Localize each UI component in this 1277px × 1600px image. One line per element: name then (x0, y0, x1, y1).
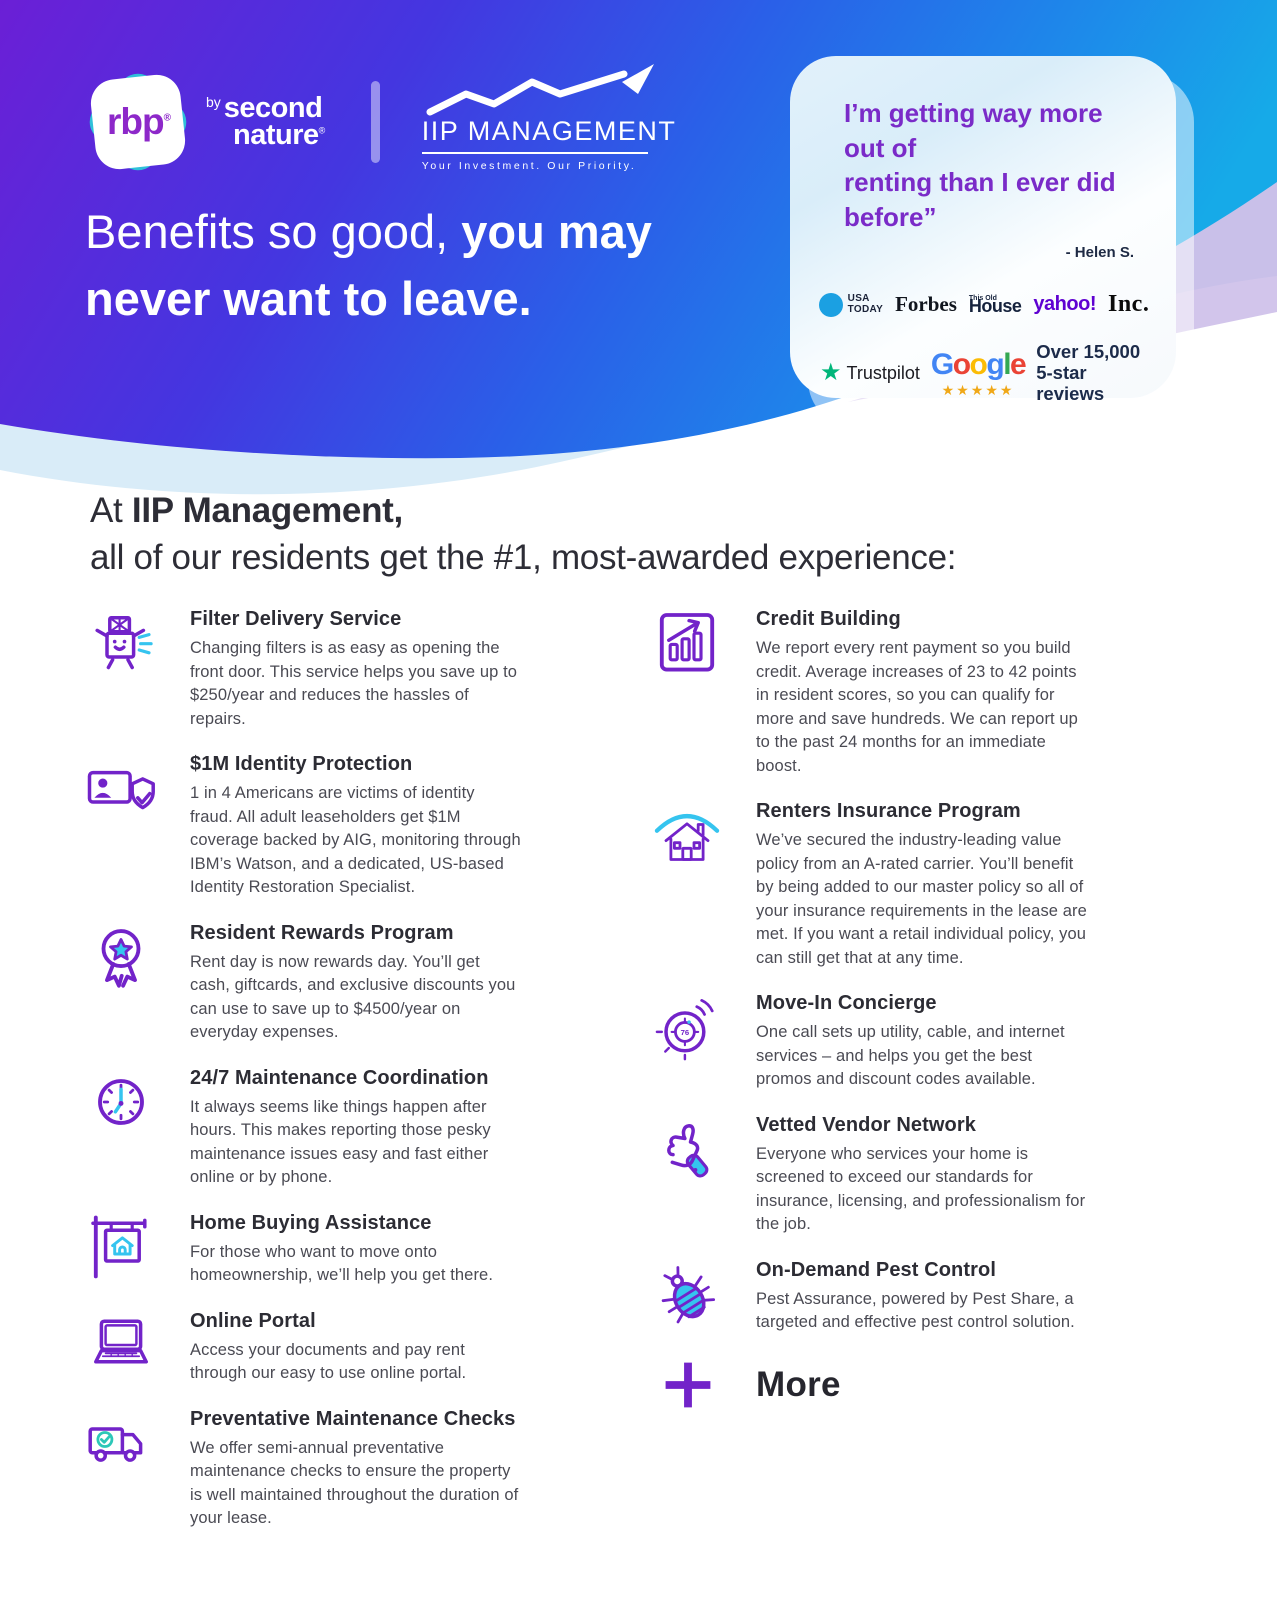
benefit-title: On-Demand Pest Control (756, 1258, 996, 1281)
home-sign-icon (86, 1212, 158, 1288)
benefit-description: One call sets up utility, cable, and int… (756, 1023, 1065, 1088)
benefit-item-maintenance-coordination: 24/7 Maintenance Coordination It always … (86, 1067, 596, 1190)
benefit-title: Preventative Maintenance Checks (190, 1407, 516, 1430)
inc-logo: Inc. (1107, 291, 1150, 318)
forbes-logo: Forbes (895, 292, 957, 317)
media-logos-row: USA TODAY Forbes This Old House yahoo! I… (818, 291, 1150, 318)
section-heading: At IIP Management, all of our residents … (90, 491, 957, 577)
benefit-description: Rent day is now rewards day. You’ll get … (190, 952, 516, 1042)
logo-divider (370, 81, 380, 163)
credit-chart-icon (652, 608, 724, 778)
this-old-house-logo: This Old House (968, 294, 1022, 317)
filter-box-icon (86, 608, 158, 731)
thermostat-dial-icon: 76 (652, 992, 724, 1092)
benefits-column-right: Credit Building We report every rent pay… (652, 608, 1172, 1413)
benefit-description: Changing filters is as easy as opening t… (190, 639, 518, 728)
trustpilot-logo: ★ Trustpilot (820, 359, 920, 387)
five-star-rating-icon: ★★★★★ (941, 381, 1015, 398)
benefit-description: For those who want to move onto homeowne… (190, 1242, 494, 1285)
benefit-item-credit-building: Credit Building We report every rent pay… (652, 608, 1172, 778)
benefit-item-vetted-vendors: Vetted Vendor Network Everyone who servi… (652, 1114, 1172, 1237)
google-logo-text: Google (930, 347, 1027, 381)
benefit-item-preventative-maintenance: Preventative Maintenance Checks We offer… (86, 1408, 596, 1531)
benefits-column-left: Filter Delivery Service Changing filters… (86, 608, 596, 1553)
benefit-description: 1 in 4 Americans are victims of identity… (190, 784, 521, 896)
plus-icon (652, 1357, 724, 1413)
benefit-title: Renters Insurance Program (756, 800, 1021, 822)
benefit-title: Resident Rewards Program (190, 921, 454, 944)
by-label: by (206, 94, 221, 111)
benefit-title: Online Portal (190, 1309, 316, 1332)
benefit-item-online-portal: Online Portal Access your documents and … (86, 1310, 596, 1386)
brand-logo-row: rbp® by second nature® IIP MANAGEMENT You… (81, 64, 675, 179)
benefit-description: We report every rent payment so you buil… (756, 639, 1078, 775)
second-nature-logo: by second nature® (206, 92, 325, 151)
benefit-title: $1M Identity Protection (190, 753, 413, 775)
hero-headline: Benefits so good, you may never want to … (85, 205, 652, 326)
benefit-item-filter-delivery: Filter Delivery Service Changing filters… (86, 608, 596, 731)
benefit-description: We’ve secured the industry-leading value… (756, 831, 1087, 967)
benefit-item-home-buying: Home Buying Assistance For those who wan… (86, 1212, 596, 1288)
review-count-text: Over 15,000 5-star reviews (1036, 341, 1141, 404)
trustpilot-star-icon: ★ (820, 359, 842, 387)
rbp-logo: rbp® (81, 65, 195, 179)
rbp-logo-badge: rbp® (88, 72, 188, 172)
id-shield-icon (86, 753, 158, 900)
benefit-item-pest-control: On-Demand Pest Control Pest Assurance, p… (652, 1259, 1172, 1335)
usa-today-logo: USA TODAY (818, 292, 883, 317)
benefit-description: Access your documents and pay rent throu… (190, 1340, 467, 1383)
benefit-item-resident-rewards: Resident Rewards Program Rent day is now… (86, 922, 596, 1045)
benefit-description: It always seems like things happen after… (190, 1097, 491, 1187)
rbp-logo-text: rbp® (106, 101, 170, 143)
truck-check-icon (86, 1408, 158, 1531)
more-benefits-row: More (652, 1357, 1172, 1413)
thumbs-up-icon (652, 1114, 724, 1237)
testimonial-card: I’m getting way more out of renting than… (790, 56, 1176, 404)
iip-management-logo: IIP MANAGEMENT Your Investment. Our Prio… (421, 64, 675, 172)
benefit-description: We offer semi-annual preventative mainte… (190, 1438, 519, 1528)
benefit-title: Credit Building (756, 608, 901, 630)
google-reviews-logo: Google ★★★★★ (930, 347, 1027, 398)
benefit-description: Everyone who services your home is scree… (756, 1144, 1086, 1234)
award-ribbon-icon (86, 922, 158, 1045)
yahoo-logo: yahoo! (1033, 293, 1096, 316)
testimonial-attribution: - Helen S. (1065, 244, 1134, 262)
dial-value-text: 76 (681, 1028, 690, 1037)
bug-icon (652, 1259, 724, 1335)
benefit-item-identity-protection: $1M Identity Protection 1 in 4 Americans… (86, 753, 596, 900)
benefit-item-renters-insurance: Renters Insurance Program We’ve secured … (652, 800, 1172, 970)
clock-icon (86, 1067, 158, 1190)
benefit-description: Pest Assurance, powered by Pest Share, a… (756, 1289, 1075, 1332)
iip-logo-text: IIP MANAGEMENT (421, 116, 675, 154)
benefit-item-move-in-concierge: 76 Move-In Concierge One call sets up ut… (652, 992, 1172, 1092)
benefit-title: Filter Delivery Service (190, 608, 402, 630)
growth-arrow-icon (426, 64, 654, 116)
reviews-row: ★ Trustpilot Google ★★★★★ Over 15,000 5-… (820, 342, 1148, 404)
benefit-title: Move-In Concierge (756, 992, 937, 1014)
house-arc-icon (652, 800, 724, 970)
more-label: More (756, 1364, 841, 1404)
testimonial-quote: I’m getting way more out of renting than… (844, 98, 1116, 232)
usa-today-circle-icon (818, 292, 843, 317)
benefit-title: Home Buying Assistance (190, 1211, 432, 1234)
iip-tagline: Your Investment. Our Priority. (421, 160, 637, 172)
benefit-title: Vetted Vendor Network (756, 1113, 976, 1136)
benefit-title: 24/7 Maintenance Coordination (190, 1066, 489, 1089)
laptop-icon (86, 1310, 158, 1386)
